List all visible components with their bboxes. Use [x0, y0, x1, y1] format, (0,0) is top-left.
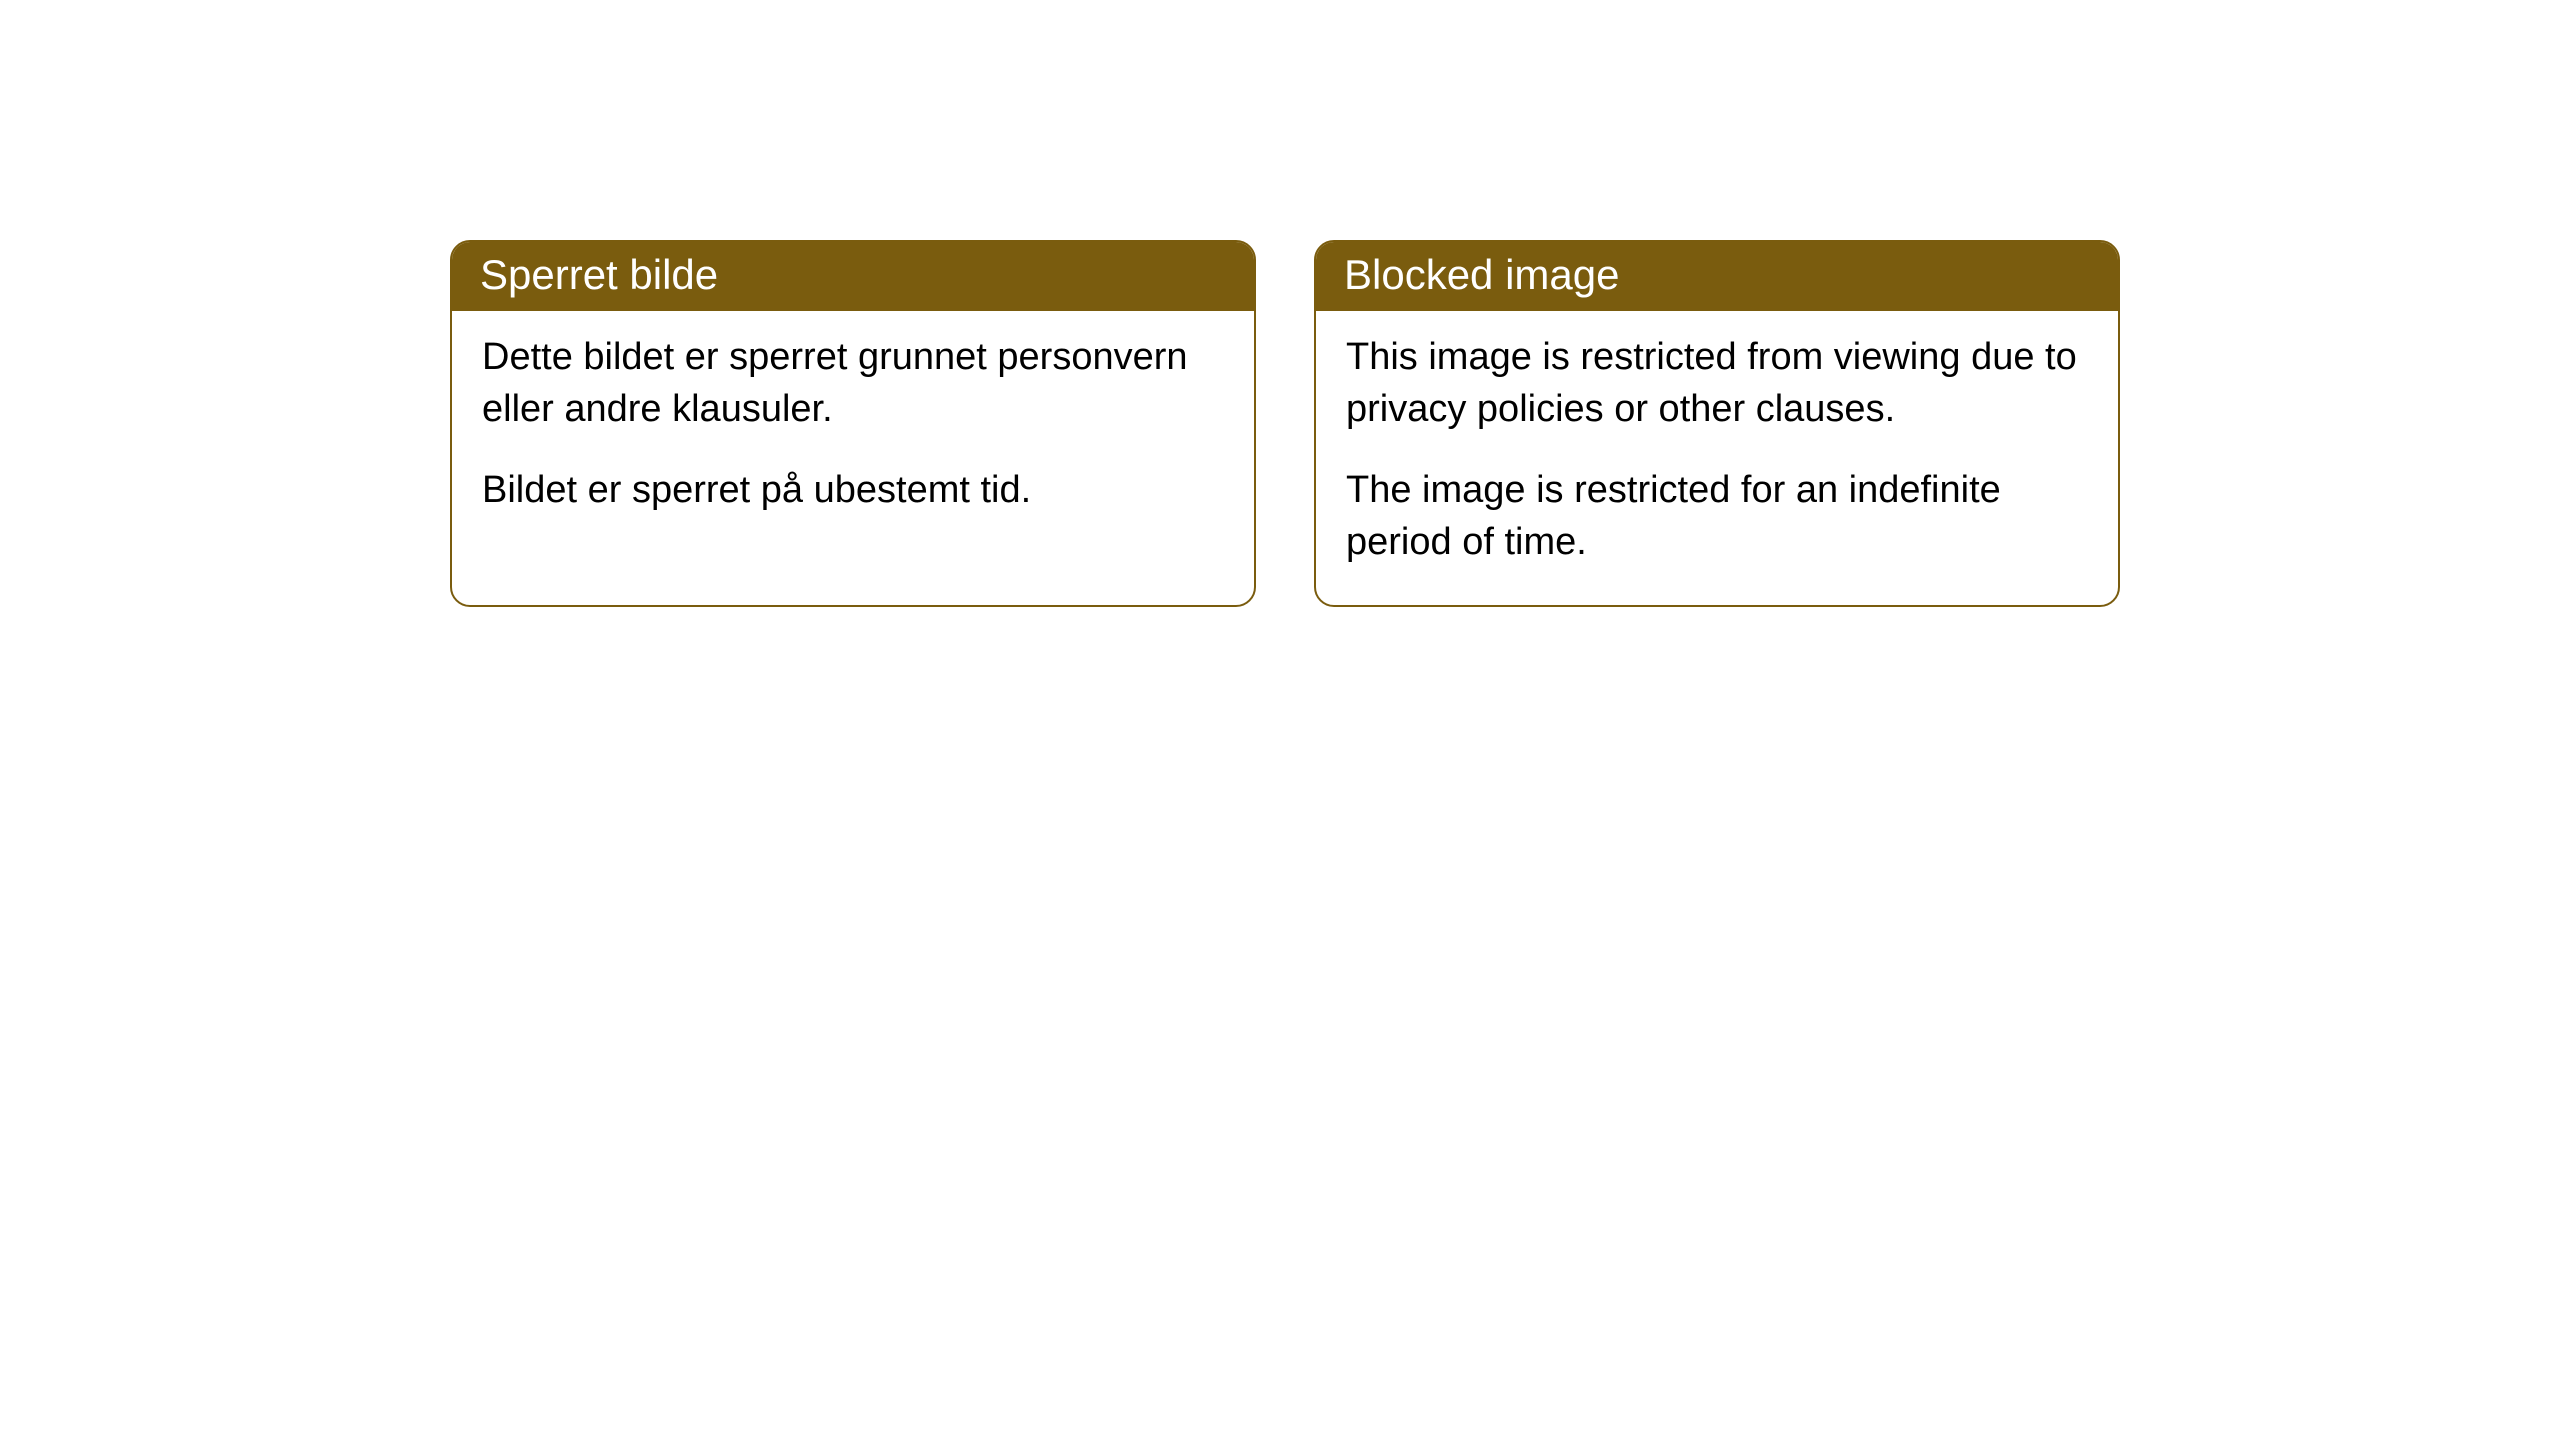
card-paragraph: The image is restricted for an indefinit…	[1346, 464, 2088, 569]
card-body: Dette bildet er sperret grunnet personve…	[452, 311, 1254, 552]
card-header: Sperret bilde	[452, 242, 1254, 311]
card-body: This image is restricted from viewing du…	[1316, 311, 2118, 605]
notice-cards-container: Sperret bilde Dette bildet er sperret gr…	[450, 240, 2120, 607]
card-header: Blocked image	[1316, 242, 2118, 311]
card-paragraph: Dette bildet er sperret grunnet personve…	[482, 331, 1224, 436]
notice-card-norwegian: Sperret bilde Dette bildet er sperret gr…	[450, 240, 1256, 607]
card-paragraph: Bildet er sperret på ubestemt tid.	[482, 464, 1224, 516]
card-paragraph: This image is restricted from viewing du…	[1346, 331, 2088, 436]
notice-card-english: Blocked image This image is restricted f…	[1314, 240, 2120, 607]
